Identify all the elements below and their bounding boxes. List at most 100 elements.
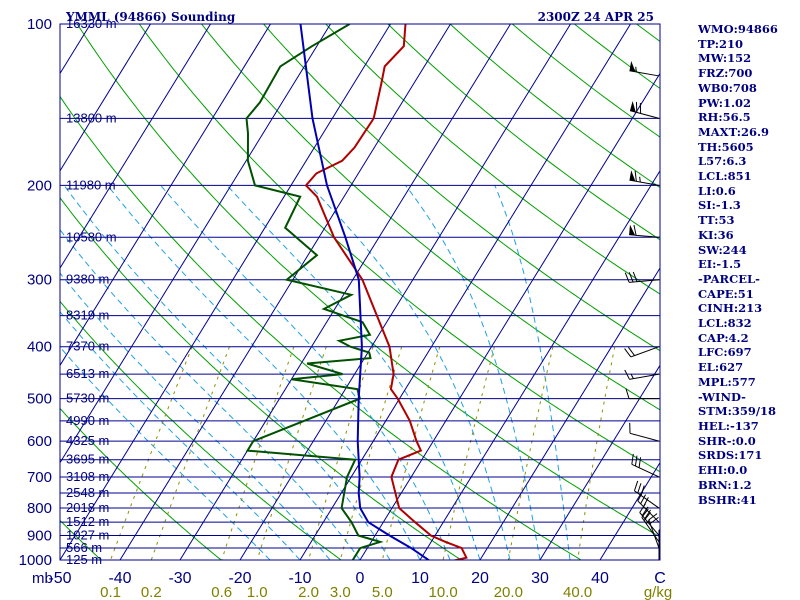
- wind-barb-full: [637, 483, 642, 494]
- isotherm: [60, 24, 271, 367]
- sounding-index: L57:6.3: [698, 154, 747, 169]
- pressure-tick-label: 1000: [19, 552, 52, 569]
- sounding-index: WMO:94866: [698, 22, 778, 36]
- sounding-index: TT:53: [698, 213, 735, 228]
- isotherm: [479, 267, 660, 560]
- isotherm: [60, 24, 391, 560]
- height-label: 9380 m: [66, 272, 109, 287]
- isotherm: [299, 24, 631, 560]
- wind-barb-full: [633, 480, 639, 492]
- pressure-tick-label: 400: [27, 339, 52, 356]
- wind-barb: [625, 388, 659, 400]
- plot-frame: [59, 23, 661, 561]
- wind-barb-full: [641, 506, 649, 516]
- sounding-index: MW:152: [698, 51, 752, 66]
- sounding-index: CAPE:51: [698, 286, 754, 301]
- height-label: 11980 m: [66, 177, 116, 192]
- wind-barb-full: [633, 224, 637, 236]
- wind-barb-staff: [629, 234, 660, 238]
- sounding-index: FRZ:700: [698, 66, 753, 81]
- sounding-index: SRDS:171: [698, 448, 763, 463]
- wind-barb-staff: [629, 279, 660, 283]
- wind-barb: [624, 271, 660, 283]
- wind-barb: [629, 101, 660, 119]
- sounding-index: RH:56.5: [698, 110, 751, 125]
- height-label: 1027 m: [66, 527, 109, 542]
- wind-barb-full: [627, 346, 635, 356]
- wind-barb-staff: [639, 512, 660, 536]
- temperature-tick-label: -30: [168, 570, 191, 587]
- pressure-tick-label: 200: [27, 177, 52, 194]
- sounding-index: SHR-:0.0: [698, 433, 756, 448]
- sounding-index: EHI:0.0: [698, 463, 748, 478]
- sounding-index: -PARCEL-: [698, 271, 760, 286]
- wind-barb-full: [634, 170, 637, 182]
- mixing-ratio-tick-label: 3.0: [330, 584, 351, 600]
- height-label: 7370 m: [66, 339, 109, 354]
- wind-barb-flag: [630, 101, 636, 113]
- wind-barb-flag: [629, 60, 636, 72]
- moist-adiabat: [60, 311, 301, 560]
- dewpoint-trace: [245, 24, 384, 560]
- temperature-tick-label: 30: [531, 570, 549, 587]
- temperature-tick-label: -50: [48, 570, 71, 587]
- height-label: 6513 m: [66, 366, 109, 381]
- sounding-index: -WIND-: [698, 389, 746, 404]
- wind-barb-staff: [634, 490, 660, 509]
- wind-barb: [629, 60, 660, 77]
- sounding-index: WB0:708: [698, 80, 757, 95]
- sounding-index: KI:36: [698, 227, 734, 242]
- chart-title: YMML (94866) Sounding: [65, 10, 236, 24]
- temperature-axis-unit: C: [654, 570, 666, 587]
- isotherm: [599, 461, 660, 560]
- wind-barb-staff: [631, 463, 660, 478]
- mixing-ratio-tick-label: 40.0: [563, 584, 592, 600]
- wind-barb-staff: [641, 516, 660, 543]
- height-label: 8319 m: [66, 308, 109, 323]
- wind-barb: [629, 170, 660, 186]
- sounding-index: LI:0.6: [698, 183, 736, 198]
- wind-barb-staff: [629, 179, 660, 186]
- height-label: 13800 m: [66, 110, 117, 125]
- sounding-index: LCL:851: [698, 169, 752, 184]
- height-label: 2018 m: [66, 500, 109, 515]
- height-label: 3108 m: [66, 469, 109, 484]
- wind-barb-full: [643, 497, 649, 507]
- temperature-tick-label: -10: [288, 570, 311, 587]
- wind-barb-half: [630, 373, 634, 379]
- sounding-index: CINH:213: [698, 301, 763, 316]
- temperature-tick-label: -40: [108, 570, 131, 587]
- temperature-tick-label: 40: [591, 570, 609, 587]
- isotherm: [239, 24, 571, 560]
- pressure-tick-label: 600: [27, 433, 52, 450]
- sounding-index: SI:-1.3: [698, 198, 741, 213]
- wind-barb: [633, 480, 660, 509]
- wind-barb: [629, 224, 660, 238]
- sounding-index: CAP:4.2: [698, 330, 749, 345]
- wind-barbs: [624, 24, 660, 560]
- wind-barb-staff: [629, 373, 660, 380]
- wind-barb: [624, 346, 660, 358]
- wind-barb-full: [631, 453, 634, 465]
- isotherm: [359, 72, 660, 560]
- moist-adiabat: [226, 185, 481, 560]
- temperature-trace: [304, 24, 468, 560]
- sounding-index: PW:1.02: [698, 95, 752, 110]
- pressure-tick-label: 700: [27, 469, 52, 486]
- wind-barb-full: [624, 272, 630, 283]
- height-label: 1512 m: [66, 514, 109, 529]
- isotherm: [539, 364, 660, 560]
- pressure-tick-label: 300: [27, 272, 52, 289]
- wind-barb-full: [640, 485, 645, 496]
- wind-barb-flag: [629, 224, 636, 236]
- parcel-trace: [299, 24, 431, 560]
- sounding-index: TP:210: [698, 36, 744, 51]
- height-label: 5730 m: [66, 391, 109, 406]
- moist-adiabat: [60, 228, 361, 560]
- sounding-index: LCL:832: [698, 316, 752, 331]
- wind-barb-half: [639, 176, 641, 183]
- pressure-tick-label: 100: [27, 16, 52, 33]
- pressure-tick-label: 800: [27, 500, 52, 517]
- sounding-indices-panel: WMO:94866 TP:210 MW:152 FRZ:700 WB0:708 PW:1.…: [698, 22, 798, 507]
